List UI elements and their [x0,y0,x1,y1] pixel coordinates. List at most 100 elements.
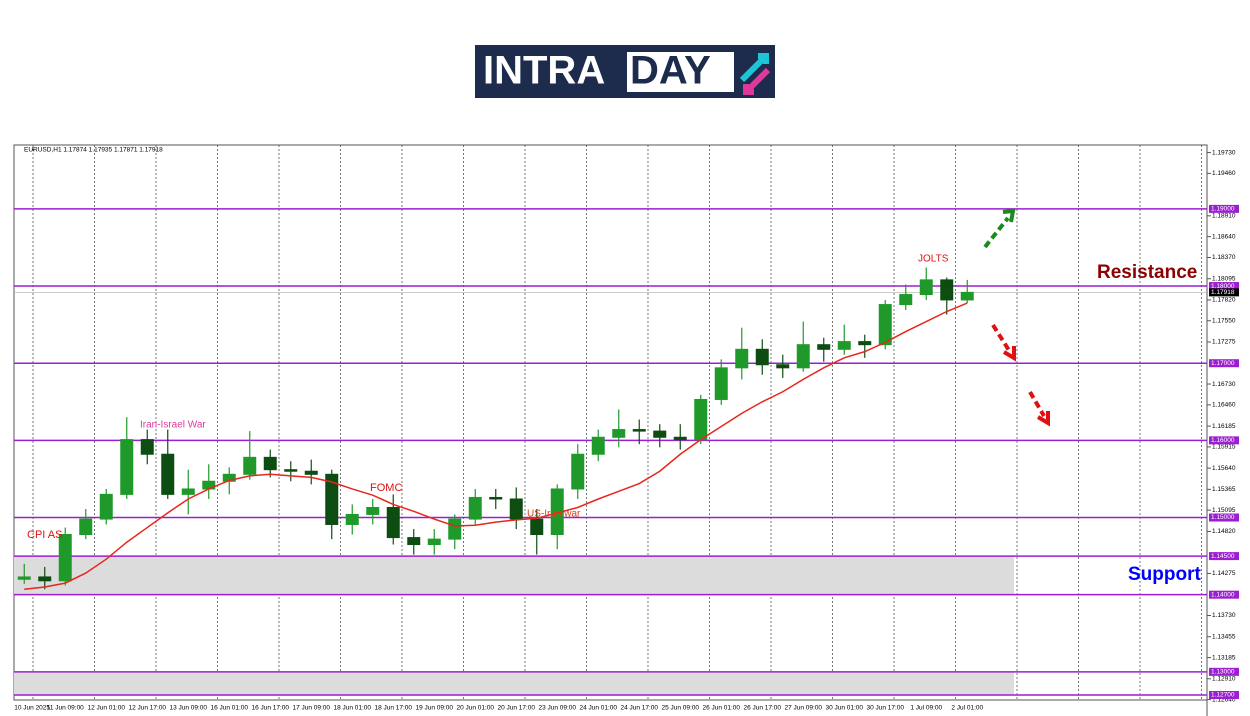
level-label: 1.14000 [1211,591,1235,598]
logo-text: INTRA [483,49,605,93]
level-label: 1.17000 [1211,360,1235,367]
y-tick-label: 1.12910 [1212,676,1236,683]
annotation: Resistance [1097,262,1197,283]
level-label: 1.15000 [1211,514,1235,521]
x-tick-label: 16 Jun 17:00 [251,705,289,712]
level-label-bg [1209,282,1239,291]
level-label-bg [1209,436,1239,445]
symbol-label: EURUSD,H1 1.17874 1.17935 1.17871 1.1791… [24,147,163,154]
candle-body [960,291,974,301]
y-tick-label: 1.15365 [1212,486,1236,493]
candle-body [386,506,400,539]
candle-body [79,518,93,535]
y-tick-label: 1.16730 [1212,381,1236,388]
level-label: 1.18000 [1211,283,1235,290]
candle-body [694,398,708,441]
y-tick-label: 1.15095 [1212,507,1236,514]
x-tick-label: 24 Jun 01:00 [579,705,617,712]
level-label-bg [1209,667,1239,676]
level-label-bg [1209,590,1239,599]
x-tick-label: 2 Jul 01:00 [951,705,983,712]
candle-body [99,493,113,520]
candle-body [38,576,52,582]
y-tick-label: 1.19460 [1212,170,1236,177]
level-label: 1.16000 [1211,437,1235,444]
level-label-bg [1209,204,1239,213]
y-tick-label: 1.15640 [1212,465,1236,472]
y-tick-label: 1.18640 [1212,233,1236,240]
candle-body [878,304,892,346]
last-price-label: 1.17918 [1211,289,1235,296]
y-tick-label: 1.15915 [1212,444,1236,451]
x-tick-label: 30 Jun 17:00 [866,705,904,712]
candle-body [612,429,626,438]
candle-body [263,456,277,471]
x-tick-label: 17 Jun 09:00 [292,705,330,712]
arrow-head [1002,208,1016,223]
x-tick-label: 10 Jun 2025 [14,705,50,712]
candle-body [530,518,544,535]
candle-body [489,496,503,500]
candle-body [345,513,359,525]
candle-body [714,367,728,400]
x-tick-label: 25 Jun 09:00 [661,705,699,712]
zone [14,556,1014,595]
level-label: 1.14500 [1211,553,1235,560]
annotation: Support [1128,564,1201,585]
candle-body [919,279,933,296]
x-tick-label: 30 Jun 01:00 [825,705,863,712]
candle-body [161,453,175,495]
y-tick-label: 1.12640 [1212,696,1236,703]
candle-body [181,488,195,495]
annotation: FOMC [370,482,402,494]
y-tick-label: 1.18095 [1212,275,1236,282]
x-tick-label: 16 Jun 01:00 [210,705,248,712]
candle-body [468,496,482,520]
candle-body [17,576,31,580]
candle-body [776,364,790,369]
candle-body [755,348,769,366]
x-tick-label: 1 Jul 09:00 [910,705,942,712]
level-label: 1.19000 [1211,206,1235,213]
x-tick-label: 13 Jun 09:00 [169,705,207,712]
arrow-head [1036,411,1050,427]
annotation: CPI AS [27,529,62,541]
arrow [991,323,1012,354]
x-tick-label: 24 Jun 17:00 [620,705,658,712]
arrow [1028,390,1046,418]
logo-box [627,52,734,92]
candle-body [407,537,421,546]
x-tick-label: 18 Jun 17:00 [374,705,412,712]
x-tick-label: 12 Jun 17:00 [128,705,166,712]
x-tick-label: 26 Jun 01:00 [702,705,740,712]
candle-body [243,456,257,475]
x-tick-label: 11 Jun 09:00 [47,705,84,712]
candle-body [366,506,380,515]
logo-arrow [739,53,769,83]
x-tick-label: 18 Jun 01:00 [333,705,371,712]
x-tick-label: 20 Jun 01:00 [456,705,494,712]
candle-body [735,348,749,369]
y-tick-label: 1.13185 [1212,654,1236,661]
arrows [983,208,1050,427]
level-label: 1.13000 [1211,669,1235,676]
logo-arrow [743,67,771,95]
x-tick-label: 26 Jun 17:00 [743,705,781,712]
level-label: 1.12700 [1211,692,1235,699]
x-tick-label: 12 Jun 01:00 [87,705,125,712]
candle-body [448,518,462,540]
candle-body [509,498,523,520]
candle-body [817,344,831,350]
candle-body [140,439,154,455]
arrow-head [1002,346,1016,362]
x-tick-label: 23 Jun 09:00 [538,705,576,712]
y-tick-label: 1.16460 [1212,402,1236,409]
candle-body [940,279,954,301]
arrow [983,216,1010,249]
y-tick-label: 1.19730 [1212,149,1236,156]
candle-body [632,429,646,432]
y-tick-label: 1.17550 [1212,317,1236,324]
candle-body [837,341,851,350]
y-tick-label: 1.18910 [1212,213,1236,220]
